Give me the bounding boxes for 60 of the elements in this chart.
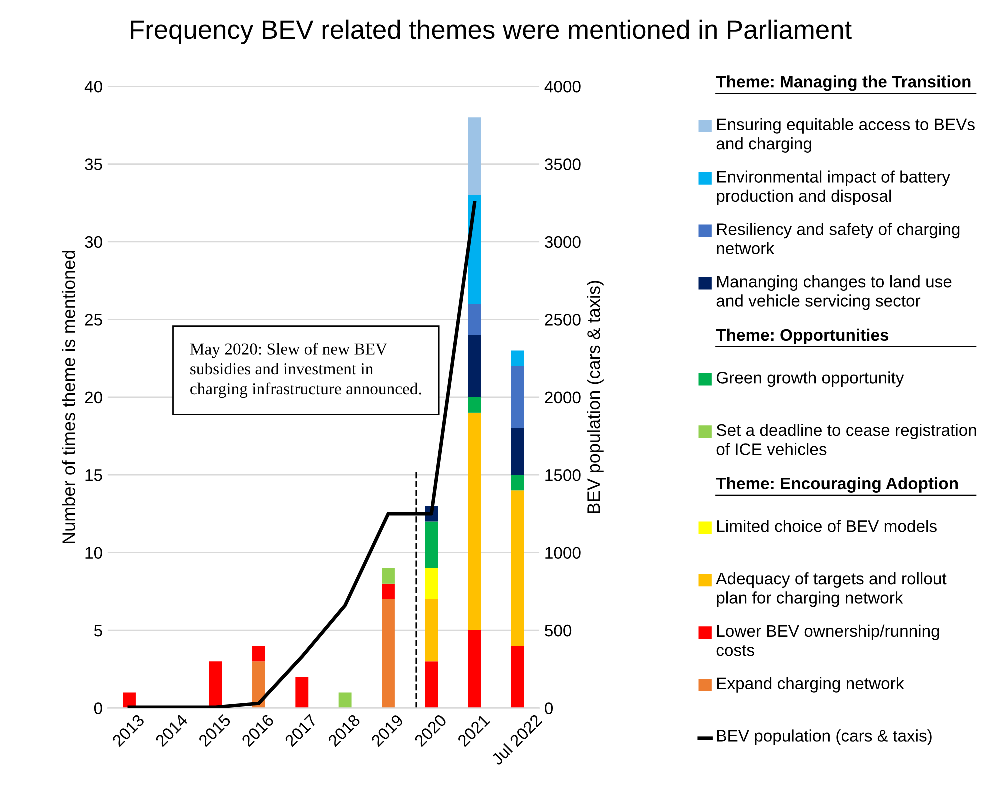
bar: [382, 599, 395, 708]
bar: [382, 584, 395, 600]
y2-tick-label: 0: [545, 702, 554, 714]
bar: [468, 335, 482, 398]
bar: [511, 646, 524, 708]
y-tick-label: 0: [94, 702, 102, 714]
legend-label: Ensuring equitable access to BEVs and charging: [716, 118, 975, 153]
bar: [252, 662, 266, 708]
y-tick-label: 25: [85, 314, 102, 326]
chart-title: Frequency BEV related themes were mentioned in Parliament: [131, 20, 852, 44]
y2-axis-title: BEV population (cars & taxis): [587, 281, 604, 514]
legend-label: Environmental impact of battery production and disposal: [717, 170, 950, 206]
y2-tick-label: 1500: [546, 470, 581, 482]
bar: [468, 630, 482, 708]
bar: [511, 350, 524, 366]
text: Theme: Opportunities: [716, 328, 889, 344]
bar: [425, 599, 438, 662]
legend-label: Mananging changes to land use and vehicle servicing sector: [716, 276, 952, 310]
y2-tick-label: 3000: [545, 236, 581, 248]
y2-tick-label: 3500: [545, 158, 581, 170]
y-tick-label: 20: [85, 392, 102, 404]
bar: [468, 412, 482, 631]
legend-label: BEV population (cars & taxis): [717, 730, 932, 746]
text: Theme: Encouraging Adoption: [716, 477, 958, 493]
bar: [511, 490, 524, 646]
y-tick-label: 10: [86, 547, 102, 560]
y2-tick-label: 1000: [546, 547, 581, 560]
bar: [468, 304, 482, 336]
y2-tick-label: 4000: [544, 80, 581, 93]
bar: [425, 662, 438, 708]
bar: [425, 568, 438, 600]
annotation: May 2020: Slew of new BEV subsidies and investment in charging infrastructure announced.: [190, 343, 422, 398]
y-tick-label: 5: [94, 625, 102, 637]
legend-label: Set a deadline to cease registration of ICE vehicles: [716, 424, 976, 456]
y-tick-label: 40: [84, 80, 102, 93]
legend-label: Resiliency and safety of charging network: [717, 223, 960, 255]
bar: [382, 568, 395, 584]
text: Theme: Managing the Transition: [716, 76, 971, 92]
bar: [468, 118, 482, 196]
y-tick-label: 30: [85, 236, 102, 248]
y-tick-label: 15: [86, 470, 102, 482]
legend-label: Green growth opportunity: [716, 372, 904, 388]
bar: [511, 366, 524, 428]
bar: [425, 522, 438, 568]
bar: [511, 428, 524, 476]
legend-label: Lower BEV ownership/running costs: [716, 624, 940, 656]
legend-label: Limited choice of BEV models: [717, 520, 937, 532]
line-series: [128, 201, 477, 708]
bar: [511, 475, 524, 491]
bar: [296, 677, 309, 708]
y-tick-label: 35: [85, 158, 102, 170]
legend-label: Adequacy of targets and rollout plan for charging network: [716, 572, 947, 608]
y2-tick-label: 2000: [545, 392, 581, 404]
y2-tick-label: 2500: [545, 314, 581, 326]
bar: [252, 646, 266, 662]
bar: [468, 397, 482, 413]
y-axis-title: Number of times theme is mentioned: [62, 251, 76, 544]
legend-label: Expand charging network: [717, 677, 904, 693]
y2-tick-label: 500: [545, 624, 572, 637]
bar: [338, 692, 352, 708]
